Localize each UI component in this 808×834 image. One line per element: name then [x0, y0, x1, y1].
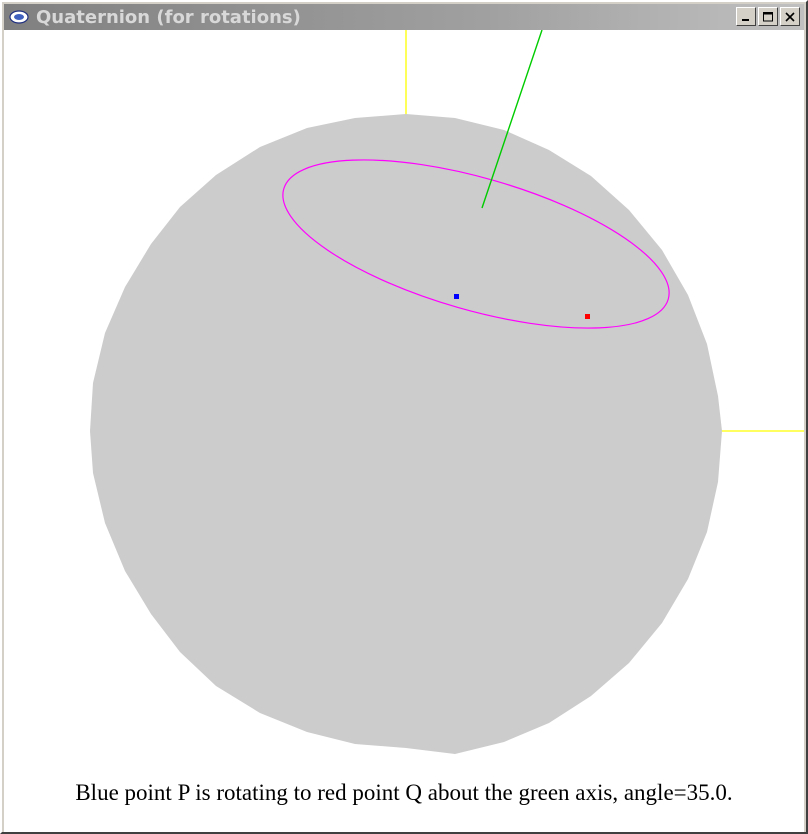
scene-view [90, 30, 804, 754]
window-title: Quaternion (for rotations) [36, 6, 301, 28]
maximize-button[interactable] [758, 7, 778, 26]
close-icon [785, 11, 795, 22]
point-p-blue [454, 294, 459, 299]
window-controls [736, 7, 800, 26]
sphere [90, 114, 722, 754]
rotation-path [282, 159, 670, 329]
title-bar[interactable]: Quaternion (for rotations) [4, 4, 804, 30]
minimize-icon [742, 18, 749, 21]
close-button[interactable] [780, 7, 800, 26]
status-caption: Blue point P is rotating to red point Q … [75, 780, 733, 805]
rotation-axis [481, 30, 543, 209]
minimize-button[interactable] [736, 7, 756, 26]
app-icon[interactable] [8, 9, 30, 25]
point-q-red [585, 314, 590, 319]
maximize-icon [762, 11, 773, 21]
opengl-canvas[interactable]: Blue point P is rotating to red point Q … [4, 30, 804, 832]
